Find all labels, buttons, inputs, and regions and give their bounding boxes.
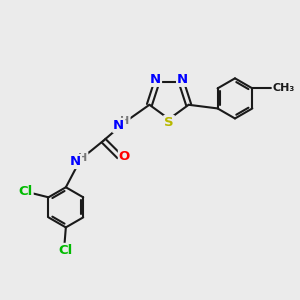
Text: Cl: Cl — [18, 185, 33, 198]
Text: CH₃: CH₃ — [272, 83, 295, 93]
Text: S: S — [164, 116, 174, 129]
Text: H: H — [120, 116, 130, 125]
Text: N: N — [150, 73, 161, 86]
Text: O: O — [119, 150, 130, 163]
Text: Cl: Cl — [59, 244, 73, 257]
Text: N: N — [177, 73, 188, 86]
Text: N: N — [70, 155, 81, 168]
Text: H: H — [78, 153, 88, 163]
Text: N: N — [113, 119, 124, 132]
